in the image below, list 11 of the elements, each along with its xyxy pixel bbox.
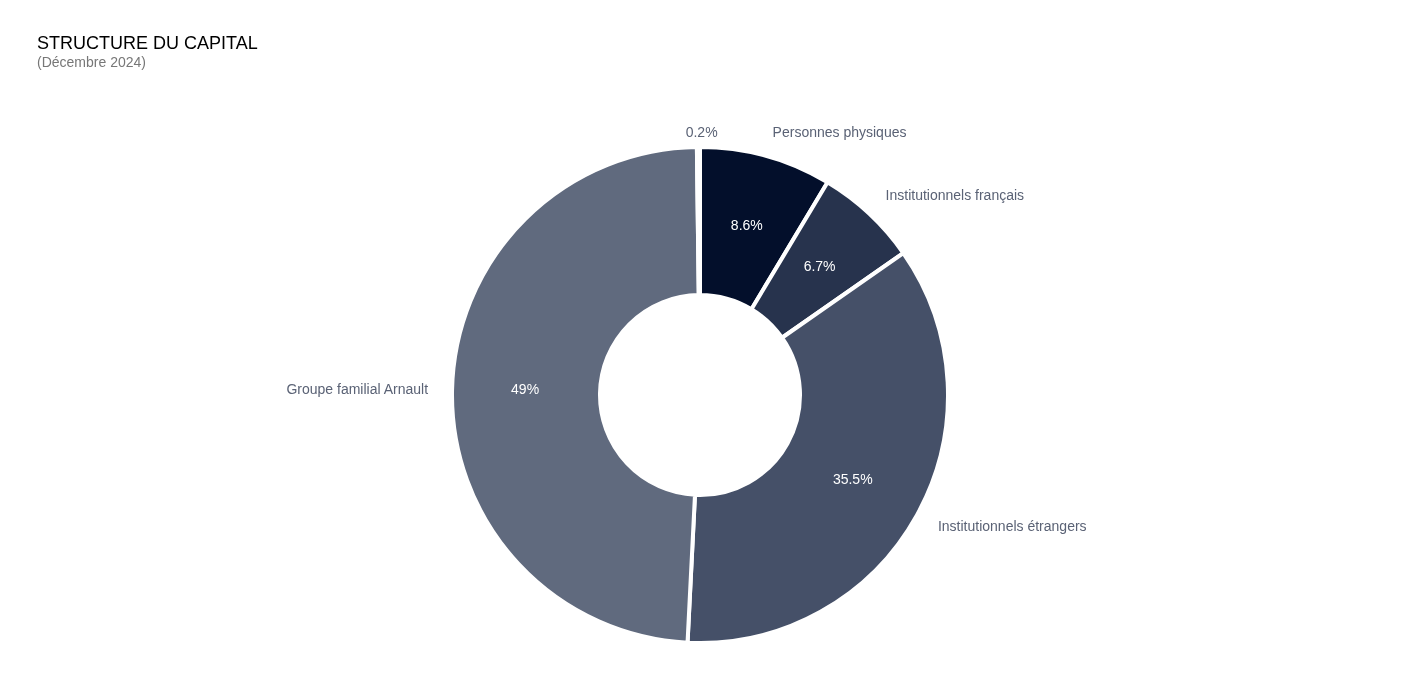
data-label: 35.5% [832,471,873,488]
data-label: 0.2% [685,124,718,141]
data-label: 49% [511,381,540,398]
slice-label: Institutionnels français [885,187,1025,204]
slice-label: Personnes physiques [772,123,907,140]
data-label: 6.7% [803,258,836,275]
slice-label: Institutionnels étrangers [937,517,1087,534]
slice-label: Groupe familial Arnault [286,380,429,397]
data-label: 8.6% [730,217,763,234]
text: (Décembre 2024) [37,54,146,70]
chart-title: STRUCTURE DU CAPITAL [37,33,258,53]
